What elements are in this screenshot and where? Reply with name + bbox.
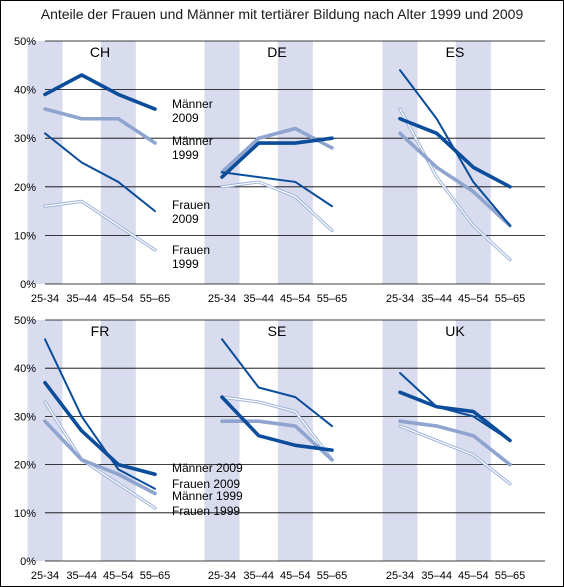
series-line-inner	[399, 108, 511, 261]
series-line	[221, 338, 333, 428]
y-tick-label: 50%	[14, 36, 36, 48]
series-line	[220, 419, 334, 462]
annotation-ch: 1999	[172, 148, 199, 162]
x-tick-label: 45–54	[280, 570, 311, 582]
x-tick-label: 55–65	[317, 293, 348, 305]
x-tick-label: 25-34	[208, 570, 236, 582]
x-tick-label: 45–54	[103, 293, 134, 305]
y-tick-label: 30%	[14, 411, 36, 423]
series-line	[43, 380, 157, 477]
y-tick-label: 30%	[14, 133, 36, 145]
x-tick-label: 25-34	[386, 570, 414, 582]
panel-title: DE	[267, 44, 286, 60]
annotation-ch: 2009	[172, 111, 199, 125]
x-tick-label: 35–44	[421, 570, 452, 582]
series-line	[399, 372, 511, 442]
age-band	[100, 320, 136, 561]
x-tick-label: 55–65	[495, 570, 526, 582]
y-tick-label: 50%	[14, 315, 36, 327]
annotation-fr: Frauen 2009	[172, 477, 240, 491]
series-line	[221, 171, 333, 208]
y-tick-label: 40%	[14, 85, 36, 97]
age-band	[277, 41, 313, 284]
chart-title: Anteile der Frauen und Männer mit tertiä…	[40, 6, 524, 22]
series-line-inner	[221, 396, 333, 461]
annotation-ch: Männer	[172, 134, 213, 148]
panel-title: SE	[268, 323, 287, 339]
panel-title: ES	[446, 44, 465, 60]
series-line-inner	[399, 425, 511, 485]
series-line	[220, 126, 334, 175]
y-tick-label: 10%	[14, 508, 36, 520]
series-line	[43, 73, 157, 111]
x-tick-label: 25-34	[386, 293, 414, 305]
series-line-inner	[44, 401, 156, 509]
x-tick-label: 25-34	[208, 293, 236, 305]
age-band	[27, 41, 63, 284]
x-tick-label: 55–65	[140, 293, 171, 305]
annotation-ch: 1999	[172, 257, 199, 271]
annotation-ch: Frauen	[172, 243, 210, 257]
y-tick-label: 10%	[14, 230, 36, 242]
age-band	[455, 320, 491, 561]
panel-title: FR	[91, 323, 110, 339]
series-line	[398, 116, 512, 189]
y-tick-label: 20%	[14, 182, 36, 194]
y-tick-label: 0%	[20, 556, 36, 568]
series-line	[44, 132, 156, 213]
panel-title: UK	[445, 323, 465, 339]
annotation-ch: Männer	[172, 97, 213, 111]
x-tick-label: 45–54	[103, 570, 134, 582]
x-tick-label: 55–65	[140, 570, 171, 582]
annotation-fr: Männer 1999	[172, 489, 243, 503]
series-line	[43, 419, 157, 496]
age-band	[382, 41, 418, 284]
series-line	[398, 390, 512, 443]
y-tick-label: 0%	[20, 279, 36, 291]
age-band	[382, 320, 418, 561]
age-band	[204, 320, 240, 561]
x-tick-label: 35–44	[66, 293, 97, 305]
series-line	[220, 395, 334, 452]
series-line-inner	[44, 200, 156, 251]
annotation-ch: 2009	[172, 212, 199, 226]
annotation-fr: Männer 2009	[172, 461, 243, 475]
x-tick-label: 45–54	[458, 293, 489, 305]
x-tick-label: 35–44	[421, 293, 452, 305]
x-tick-label: 45–54	[458, 570, 489, 582]
series-line-inner	[221, 181, 333, 232]
x-tick-label: 35–44	[66, 570, 97, 582]
x-tick-label: 25-34	[31, 293, 59, 305]
annotation-fr: Frauen 1999	[172, 504, 240, 518]
series-line	[220, 136, 334, 179]
x-tick-label: 45–54	[280, 293, 311, 305]
y-tick-label: 20%	[14, 460, 36, 472]
x-tick-label: 55–65	[495, 293, 526, 305]
x-tick-label: 55–65	[317, 570, 348, 582]
panel-title: CH	[90, 44, 110, 60]
y-tick-label: 40%	[14, 363, 36, 375]
age-band	[100, 41, 136, 284]
annotation-ch: Frauen	[172, 198, 210, 212]
series-line	[398, 131, 512, 228]
series-line	[44, 338, 156, 490]
series-line	[398, 419, 512, 467]
x-tick-label: 25-34	[31, 570, 59, 582]
x-tick-label: 35–44	[243, 293, 274, 305]
age-band	[27, 320, 63, 561]
x-tick-label: 35–44	[243, 570, 274, 582]
series-line	[43, 107, 157, 145]
